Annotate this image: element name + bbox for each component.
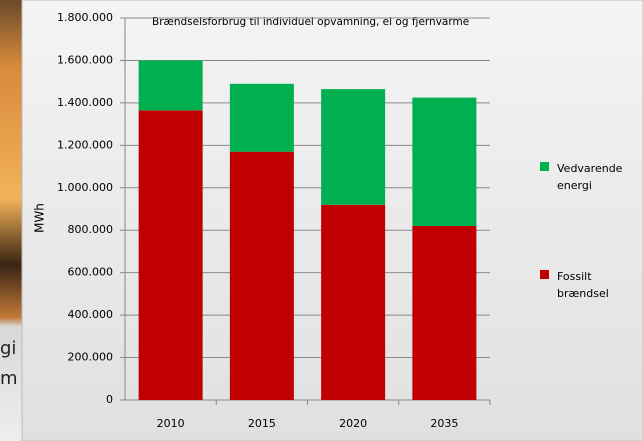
y-tick-label: 600.000	[68, 266, 114, 279]
y-tick-label: 200.000	[68, 351, 114, 364]
x-tick-label: 2010	[157, 417, 185, 430]
legend-item: Vedvarende energi	[540, 160, 627, 194]
background-photo	[0, 0, 24, 441]
bar-segment	[138, 60, 203, 111]
bar-segment	[412, 97, 477, 226]
legend-item: Fossilt brændsel	[540, 268, 627, 302]
y-tick-label: 1.400.000	[57, 96, 113, 109]
chart-title: Brændselsforbrug til individuel opvamnin…	[152, 16, 469, 28]
y-tick-label: 0	[106, 393, 113, 406]
legend-label: Fossilt brændsel	[557, 270, 609, 300]
bar-segment	[229, 151, 294, 400]
y-axis-label: MWh	[33, 203, 47, 233]
legend-swatch	[540, 162, 549, 171]
legend-label: Vedvarende energi	[557, 162, 623, 192]
y-tick-label: 1.600.000	[57, 53, 113, 66]
background-text: m	[0, 368, 18, 389]
y-tick-label: 400.000	[68, 308, 114, 321]
bar-segment	[412, 225, 477, 400]
bar-segment	[138, 110, 203, 401]
background-text: gi	[0, 338, 17, 359]
y-tick-label: 1.800.000	[57, 11, 113, 24]
legend-swatch	[540, 270, 549, 279]
bar-segment	[321, 89, 386, 205]
bar-segment	[321, 204, 386, 400]
y-tick-label: 1.200.000	[57, 138, 113, 151]
y-tick-label: 800.000	[68, 223, 114, 236]
x-tick-label: 2020	[339, 417, 367, 430]
y-tick-label: 1.000.000	[57, 181, 113, 194]
bar-segment	[229, 83, 294, 152]
x-tick-label: 2035	[430, 417, 458, 430]
x-tick-label: 2015	[248, 417, 276, 430]
